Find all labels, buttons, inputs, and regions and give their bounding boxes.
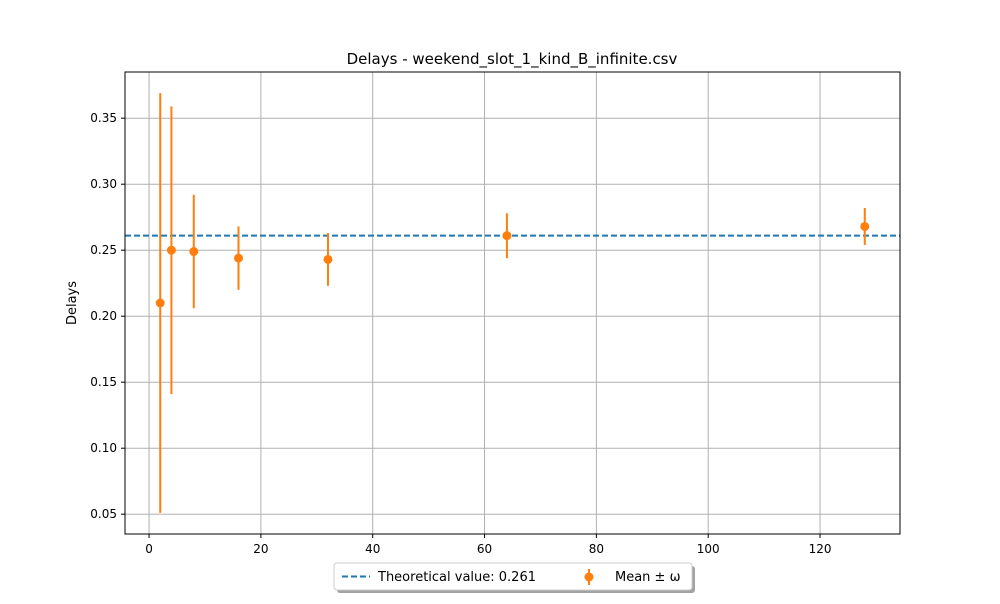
- mean-point: [860, 221, 870, 231]
- x-tick-label: 60: [477, 542, 492, 556]
- y-tick-label: 0.30: [90, 177, 117, 191]
- x-tick-label: 40: [365, 542, 380, 556]
- y-tick-label: 0.15: [90, 375, 117, 389]
- y-tick-label: 0.25: [90, 243, 117, 257]
- axes-frame: [124, 71, 901, 535]
- y-tick-label: 0.05: [90, 507, 117, 521]
- mean-point: [155, 298, 165, 308]
- chart-title: Delays - weekend_slot_1_kind_B_infinite.…: [347, 50, 678, 69]
- grid-lines: [125, 72, 900, 534]
- x-tick-label: 20: [253, 542, 268, 556]
- legend: Theoretical value: 0.261 Mean ± ω: [333, 562, 695, 593]
- y-tick-label: 0.20: [90, 309, 117, 323]
- x-tick-label: 120: [809, 542, 832, 556]
- mean-point: [234, 253, 244, 263]
- y-axis-ticks: 0.05 0.10 0.15 0.20 0.25 0.30 0.35: [90, 111, 125, 521]
- y-tick-label: 0.35: [90, 111, 117, 125]
- legend-label-theoretical: Theoretical value: 0.261: [377, 570, 536, 585]
- mean-point: [323, 254, 333, 264]
- y-axis-label: Delays: [65, 281, 80, 325]
- legend-label-mean: Mean ± ω: [615, 570, 680, 585]
- x-axis-ticks: 0 20 40 60 80 100 120: [145, 534, 831, 556]
- x-tick-label: 0: [145, 542, 153, 556]
- mean-point: [166, 245, 176, 255]
- mean-point: [189, 247, 199, 257]
- legend-errorbar-swatch: [584, 569, 594, 585]
- x-tick-label: 100: [697, 542, 720, 556]
- data-marks: [155, 93, 870, 513]
- y-tick-label: 0.10: [90, 441, 117, 455]
- mean-point: [502, 231, 512, 241]
- x-tick-label: 80: [589, 542, 604, 556]
